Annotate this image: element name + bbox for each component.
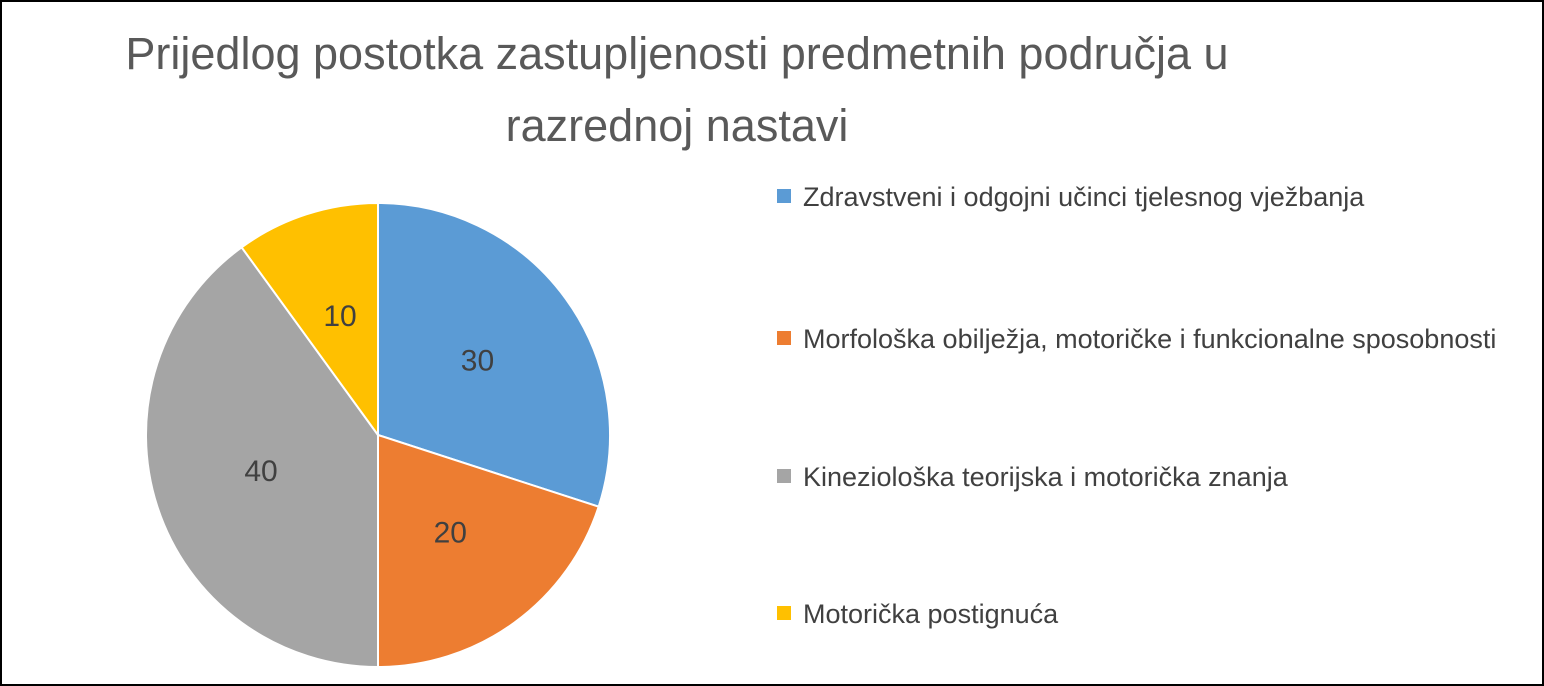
legend-label: Morfološka obilježja, motoričke i funkci… xyxy=(803,324,1497,354)
legend-label: Kineziološka teorijska i motorička znanj… xyxy=(803,462,1288,492)
legend-item: Morfološka obilježja, motoričke i funkci… xyxy=(777,318,1537,360)
data-label: 20 xyxy=(434,516,467,549)
legend-swatch xyxy=(777,331,791,345)
pie-slice xyxy=(240,201,379,439)
legend-swatch xyxy=(777,606,791,620)
legend-item: Motorička postignuća xyxy=(777,593,1537,635)
legend-swatch xyxy=(777,469,791,483)
legend-item: Zdravstveni i odgojni učinci tjelesnog v… xyxy=(777,176,1537,218)
legend-swatch xyxy=(777,189,791,203)
legend-item: Kineziološka teorijska i motorička znanj… xyxy=(777,456,1537,498)
data-label: 10 xyxy=(323,300,356,333)
data-label: 40 xyxy=(244,455,277,488)
data-label: 30 xyxy=(461,345,494,378)
chart-title: Prijedlog postotka zastupljenosti predme… xyxy=(125,28,1229,151)
legend-label: Motorička postignuća xyxy=(803,599,1059,629)
pie-slice xyxy=(145,245,379,669)
legend-label: Zdravstveni i odgojni učinci tjelesnog v… xyxy=(803,182,1365,212)
pie-slice xyxy=(377,201,611,508)
pie-slice xyxy=(377,433,600,669)
